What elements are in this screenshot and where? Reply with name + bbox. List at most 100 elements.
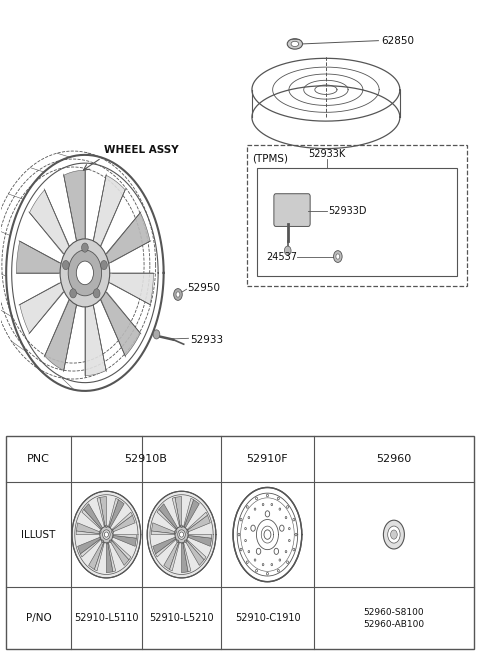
Text: 52950: 52950	[188, 283, 220, 293]
Circle shape	[99, 531, 101, 533]
Polygon shape	[183, 543, 191, 572]
Polygon shape	[111, 539, 131, 560]
Polygon shape	[110, 540, 129, 566]
Ellipse shape	[180, 532, 184, 537]
Circle shape	[264, 530, 271, 539]
Polygon shape	[84, 504, 102, 529]
Circle shape	[256, 549, 261, 555]
Text: 52960-S8100
52960-AB100: 52960-S8100 52960-AB100	[363, 608, 424, 629]
Ellipse shape	[72, 491, 141, 578]
Ellipse shape	[291, 41, 299, 47]
Bar	[6, 436, 474, 649]
Polygon shape	[108, 543, 116, 572]
Circle shape	[106, 525, 108, 528]
Polygon shape	[97, 497, 105, 526]
Ellipse shape	[103, 530, 110, 539]
Circle shape	[274, 549, 278, 555]
Polygon shape	[159, 504, 178, 529]
Text: WHEEL ASSY: WHEEL ASSY	[104, 145, 179, 155]
Polygon shape	[157, 509, 176, 530]
Circle shape	[388, 526, 400, 543]
Polygon shape	[181, 543, 188, 573]
Polygon shape	[45, 296, 78, 371]
Circle shape	[255, 497, 257, 500]
Circle shape	[265, 510, 270, 517]
Ellipse shape	[147, 491, 216, 578]
Circle shape	[266, 494, 268, 497]
Polygon shape	[153, 537, 176, 554]
Circle shape	[184, 540, 186, 543]
Polygon shape	[109, 499, 124, 528]
Polygon shape	[89, 541, 104, 570]
Circle shape	[70, 289, 76, 298]
Polygon shape	[113, 535, 137, 538]
Polygon shape	[99, 290, 140, 356]
Text: 52910B: 52910B	[124, 455, 167, 464]
Text: 52910-L5210: 52910-L5210	[149, 614, 214, 623]
Polygon shape	[64, 170, 85, 246]
Polygon shape	[82, 509, 101, 530]
Text: ILLUST: ILLUST	[22, 530, 56, 539]
Circle shape	[271, 564, 273, 566]
Circle shape	[277, 570, 279, 572]
Circle shape	[336, 254, 340, 259]
Circle shape	[76, 261, 94, 284]
Circle shape	[177, 540, 179, 543]
Polygon shape	[187, 539, 206, 560]
Ellipse shape	[178, 530, 185, 539]
Circle shape	[246, 561, 248, 564]
Circle shape	[176, 292, 180, 297]
Polygon shape	[188, 535, 212, 538]
Polygon shape	[104, 212, 150, 264]
Ellipse shape	[287, 39, 302, 49]
Polygon shape	[78, 537, 100, 554]
Text: 52960: 52960	[376, 455, 411, 464]
Polygon shape	[175, 497, 181, 526]
Circle shape	[288, 539, 290, 541]
Polygon shape	[164, 541, 179, 570]
Polygon shape	[172, 497, 180, 526]
Bar	[257, 168, 457, 276]
Circle shape	[284, 246, 291, 255]
Polygon shape	[151, 523, 175, 533]
Text: 24537: 24537	[266, 252, 297, 261]
Circle shape	[153, 330, 160, 339]
Circle shape	[62, 260, 69, 269]
Circle shape	[68, 250, 102, 296]
Circle shape	[266, 572, 268, 575]
Polygon shape	[112, 512, 132, 530]
Circle shape	[238, 533, 240, 536]
Circle shape	[248, 516, 250, 518]
Circle shape	[60, 239, 110, 307]
Polygon shape	[108, 498, 119, 527]
Ellipse shape	[100, 526, 113, 543]
Polygon shape	[187, 512, 207, 530]
Ellipse shape	[175, 526, 188, 543]
Polygon shape	[188, 535, 212, 547]
Polygon shape	[188, 515, 210, 532]
Circle shape	[254, 508, 256, 510]
Text: PNC: PNC	[27, 455, 50, 464]
Circle shape	[248, 551, 250, 553]
Circle shape	[174, 531, 176, 533]
Text: 52933: 52933	[190, 334, 223, 345]
Circle shape	[240, 518, 242, 521]
Circle shape	[262, 503, 264, 506]
Circle shape	[279, 559, 281, 561]
Circle shape	[109, 540, 111, 543]
Polygon shape	[100, 497, 107, 526]
Circle shape	[334, 251, 342, 262]
Polygon shape	[184, 499, 199, 528]
Circle shape	[279, 508, 281, 510]
Polygon shape	[156, 539, 176, 557]
Polygon shape	[95, 543, 104, 571]
Circle shape	[287, 506, 288, 509]
Circle shape	[93, 289, 100, 298]
Polygon shape	[85, 300, 106, 376]
Circle shape	[82, 243, 88, 252]
Circle shape	[251, 525, 255, 532]
Polygon shape	[16, 241, 62, 273]
Circle shape	[101, 260, 108, 269]
Circle shape	[245, 528, 246, 530]
Circle shape	[285, 516, 287, 518]
